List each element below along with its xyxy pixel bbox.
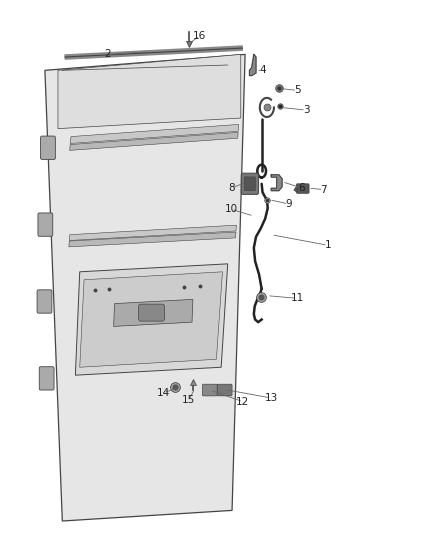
FancyBboxPatch shape xyxy=(202,384,217,396)
Polygon shape xyxy=(250,54,256,76)
Polygon shape xyxy=(294,185,297,192)
Text: 2: 2 xyxy=(105,50,111,59)
Polygon shape xyxy=(69,232,236,247)
Polygon shape xyxy=(70,124,239,143)
Text: 3: 3 xyxy=(303,105,309,115)
Text: 6: 6 xyxy=(298,183,305,193)
FancyBboxPatch shape xyxy=(38,213,53,236)
FancyBboxPatch shape xyxy=(138,304,165,321)
FancyBboxPatch shape xyxy=(241,173,258,195)
Polygon shape xyxy=(69,225,237,240)
Text: 4: 4 xyxy=(259,66,266,75)
Polygon shape xyxy=(80,272,223,367)
Text: 16: 16 xyxy=(193,31,206,41)
Text: 10: 10 xyxy=(225,204,238,214)
Text: 1: 1 xyxy=(325,240,331,251)
Polygon shape xyxy=(271,175,282,191)
Text: 11: 11 xyxy=(291,293,304,303)
Polygon shape xyxy=(45,54,245,521)
Polygon shape xyxy=(75,264,228,375)
FancyBboxPatch shape xyxy=(37,290,52,313)
FancyBboxPatch shape xyxy=(39,367,54,390)
Text: 8: 8 xyxy=(229,183,235,193)
Polygon shape xyxy=(114,300,193,326)
FancyBboxPatch shape xyxy=(217,384,232,396)
FancyBboxPatch shape xyxy=(41,136,55,159)
Text: 9: 9 xyxy=(285,199,292,209)
Polygon shape xyxy=(58,54,241,128)
Text: 15: 15 xyxy=(182,395,195,405)
Text: 13: 13 xyxy=(265,393,278,403)
Text: 5: 5 xyxy=(294,85,300,95)
Polygon shape xyxy=(70,132,238,150)
FancyBboxPatch shape xyxy=(244,177,255,191)
Text: 12: 12 xyxy=(237,397,250,407)
Text: 7: 7 xyxy=(320,184,327,195)
FancyBboxPatch shape xyxy=(297,184,309,193)
Text: 14: 14 xyxy=(157,387,170,398)
